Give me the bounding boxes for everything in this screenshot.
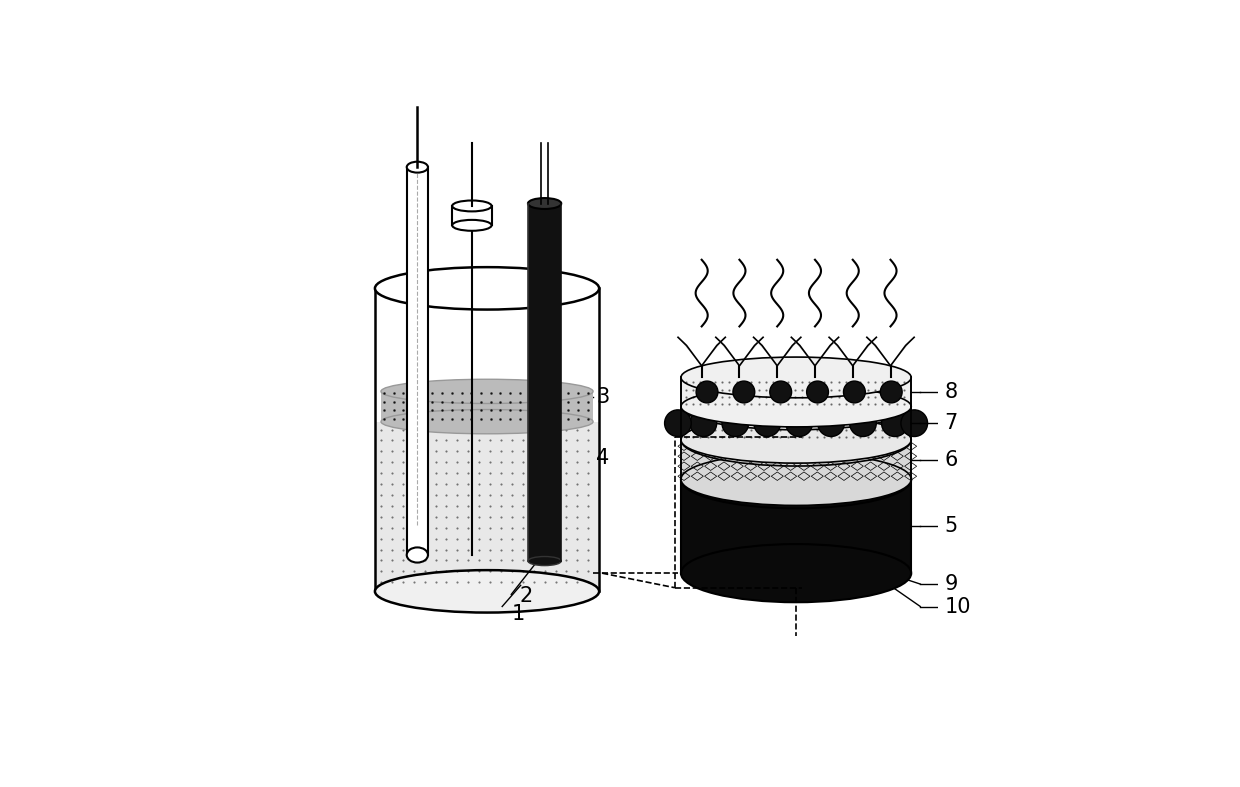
Ellipse shape bbox=[681, 450, 911, 508]
Ellipse shape bbox=[528, 198, 562, 209]
Ellipse shape bbox=[407, 161, 428, 172]
Text: 3: 3 bbox=[596, 387, 609, 408]
Polygon shape bbox=[677, 337, 702, 366]
Polygon shape bbox=[681, 479, 911, 573]
Polygon shape bbox=[791, 337, 815, 366]
Polygon shape bbox=[777, 337, 801, 366]
Circle shape bbox=[807, 381, 828, 403]
Ellipse shape bbox=[681, 414, 911, 466]
Text: 10: 10 bbox=[945, 597, 971, 616]
Polygon shape bbox=[753, 337, 777, 366]
Ellipse shape bbox=[374, 267, 599, 309]
Ellipse shape bbox=[681, 544, 911, 602]
Polygon shape bbox=[867, 337, 890, 366]
Circle shape bbox=[843, 381, 866, 403]
Text: 6: 6 bbox=[945, 449, 959, 470]
Polygon shape bbox=[528, 204, 562, 561]
Text: 5: 5 bbox=[945, 516, 957, 536]
Circle shape bbox=[786, 410, 812, 437]
Text: 2: 2 bbox=[520, 586, 532, 606]
Polygon shape bbox=[853, 337, 877, 366]
Polygon shape bbox=[453, 206, 491, 225]
Polygon shape bbox=[381, 391, 593, 422]
Text: 4: 4 bbox=[596, 448, 609, 468]
Text: 1: 1 bbox=[511, 604, 525, 624]
Ellipse shape bbox=[407, 548, 428, 563]
Circle shape bbox=[817, 410, 844, 437]
Text: 7: 7 bbox=[945, 413, 957, 433]
Text: 9: 9 bbox=[945, 574, 959, 594]
Polygon shape bbox=[828, 337, 853, 366]
Ellipse shape bbox=[381, 409, 593, 434]
Circle shape bbox=[754, 410, 780, 437]
Circle shape bbox=[696, 381, 718, 403]
Ellipse shape bbox=[681, 357, 911, 397]
Circle shape bbox=[770, 381, 791, 403]
Polygon shape bbox=[681, 407, 911, 440]
Ellipse shape bbox=[681, 416, 911, 463]
Ellipse shape bbox=[381, 379, 593, 404]
Ellipse shape bbox=[681, 386, 911, 427]
Ellipse shape bbox=[681, 383, 911, 430]
Ellipse shape bbox=[681, 453, 911, 505]
Circle shape bbox=[665, 410, 691, 437]
Circle shape bbox=[733, 381, 755, 403]
Polygon shape bbox=[702, 337, 725, 366]
Polygon shape bbox=[715, 337, 739, 366]
Circle shape bbox=[722, 410, 749, 437]
Circle shape bbox=[901, 410, 928, 437]
Circle shape bbox=[882, 410, 908, 437]
Polygon shape bbox=[815, 337, 839, 366]
Polygon shape bbox=[890, 337, 915, 366]
Polygon shape bbox=[374, 422, 599, 591]
Ellipse shape bbox=[453, 201, 491, 212]
Ellipse shape bbox=[528, 556, 562, 566]
Polygon shape bbox=[681, 440, 911, 479]
Polygon shape bbox=[739, 337, 764, 366]
Circle shape bbox=[880, 381, 903, 403]
Circle shape bbox=[849, 410, 877, 437]
Ellipse shape bbox=[453, 220, 491, 231]
Polygon shape bbox=[407, 167, 428, 555]
Polygon shape bbox=[681, 378, 911, 407]
Ellipse shape bbox=[374, 570, 599, 612]
Text: 8: 8 bbox=[945, 382, 957, 402]
Circle shape bbox=[689, 410, 717, 437]
